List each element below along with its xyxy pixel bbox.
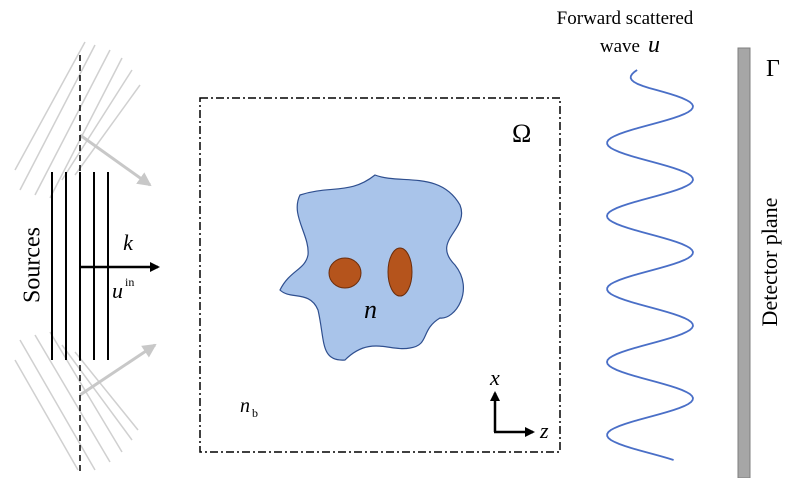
wave-symbol: u — [648, 32, 660, 58]
nb-label: n — [240, 395, 250, 417]
inclusion — [329, 258, 361, 288]
n-label: n — [364, 295, 377, 324]
omega-label: Ω — [512, 119, 531, 148]
upper-wavefronts — [15, 42, 140, 198]
sources-label: Sources — [20, 227, 46, 303]
object — [280, 175, 463, 360]
upper-arrow — [80, 135, 150, 185]
detector-plane — [738, 48, 750, 478]
gamma-label: Γ — [766, 56, 780, 82]
u-label: u — [112, 278, 123, 303]
nb-subscript: b — [252, 406, 258, 420]
scattered-wave — [607, 70, 693, 460]
u-superscript: in — [125, 275, 134, 289]
x-label: x — [489, 365, 500, 390]
z-label: z — [539, 418, 549, 443]
diagram: Sources k u in Ω n n b x z Forward scatt… — [0, 0, 786, 478]
wave-title: Forward scattered — [557, 8, 694, 29]
lower-arrow — [80, 345, 155, 395]
inclusion — [388, 248, 412, 296]
lower-wavefronts — [15, 332, 138, 470]
detector-label: Detector plane — [757, 198, 782, 327]
wave-title: wave — [600, 36, 640, 57]
k-label: k — [123, 230, 134, 255]
